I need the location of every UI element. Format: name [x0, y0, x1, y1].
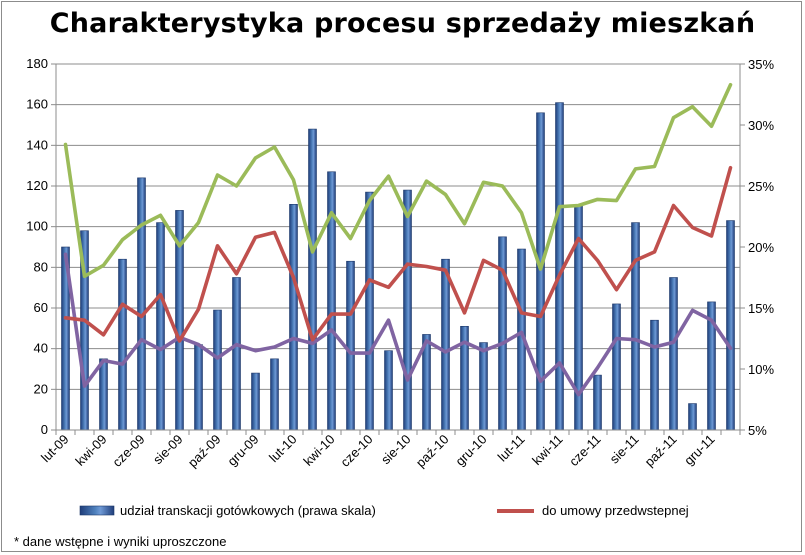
- bar: [194, 344, 203, 431]
- bar: [669, 277, 678, 431]
- x-axis-tick-label: gru-10: [452, 432, 489, 469]
- left-axis-tick-label: 160: [26, 97, 48, 112]
- bar: [441, 258, 450, 431]
- left-axis-tick-label: 140: [26, 137, 48, 152]
- bar: [403, 189, 412, 431]
- right-axis-tick-label: 5%: [748, 423, 767, 438]
- x-axis-tick-label: cze-11: [566, 432, 604, 470]
- right-axis-tick-label: 15%: [748, 301, 774, 316]
- line-series-red: [63, 165, 733, 343]
- footnote: * dane wstępne i wyniki uproszczone: [14, 534, 227, 549]
- legend-label-bar: udział transkacji gotówkowych (prawa ska…: [120, 503, 376, 518]
- bar: [346, 260, 355, 431]
- x-axis-tick-label: sie-11: [607, 432, 642, 467]
- left-axis-tick-label: 60: [34, 300, 48, 315]
- x-axis-tick-label: kwi-10: [300, 432, 337, 469]
- x-axis-tick-label: lut-10: [266, 432, 300, 466]
- bar: [137, 177, 146, 431]
- bar: [156, 222, 165, 431]
- bar: [479, 342, 488, 431]
- right-axis-tick-label: 25%: [748, 179, 774, 194]
- left-axis-tick-label: 120: [26, 178, 48, 193]
- right-axis-tick-label: 20%: [748, 240, 774, 255]
- left-axis-tick-label: 100: [26, 219, 48, 234]
- bar: [688, 403, 697, 431]
- bar: [726, 220, 735, 431]
- bar: [308, 128, 317, 431]
- bar: [270, 358, 279, 431]
- x-axis-tick-label: paź-10: [413, 432, 452, 471]
- line-series-purple: [63, 252, 733, 397]
- line-series-green: [63, 82, 733, 279]
- right-axis-tick-label: 30%: [748, 118, 774, 133]
- x-axis-tick-label: sie-09: [150, 432, 186, 468]
- bar: [232, 277, 241, 431]
- bar: [118, 258, 127, 431]
- x-axis-tick-label: sie-10: [378, 432, 414, 468]
- x-axis-tick-label: gru-09: [224, 432, 261, 469]
- bar: [593, 374, 602, 431]
- left-axis-tick-label: 0: [41, 422, 48, 437]
- bar: [99, 358, 108, 431]
- x-axis-tick-label: lut-11: [495, 432, 528, 465]
- x-axis-tick-label: gru-11: [681, 432, 718, 469]
- x-axis-tick-label: kwi-11: [529, 432, 565, 468]
- bar: [213, 309, 222, 431]
- bar: [289, 204, 298, 431]
- bar: [631, 222, 640, 431]
- left-axis-tick-label: 20: [34, 381, 48, 396]
- bar: [365, 191, 374, 431]
- right-axis-tick-label: 10%: [748, 362, 774, 377]
- legend-swatch-bar: [79, 505, 115, 516]
- x-axis-tick-label: kwi-09: [72, 432, 109, 469]
- bar: [498, 236, 507, 431]
- legend-label-line-red: do umowy przedwstepnej: [542, 503, 689, 518]
- chart-title: Charakterystyka procesu sprzedaży mieszk…: [49, 8, 756, 39]
- left-axis-tick-label: 80: [34, 259, 48, 274]
- bar: [612, 303, 621, 431]
- bar: [384, 350, 393, 431]
- x-axis-tick-label: paź-11: [642, 432, 680, 470]
- right-axis-tick-label: 35%: [748, 57, 774, 72]
- bar: [650, 319, 659, 431]
- x-axis-tick-label: cze-10: [337, 432, 375, 470]
- x-axis-tick-label: cze-09: [109, 432, 147, 470]
- left-axis-tick-label: 180: [26, 56, 48, 71]
- bar: [327, 171, 336, 431]
- bar: [251, 372, 260, 431]
- x-axis-tick-label: paź-09: [185, 432, 224, 471]
- left-axis-tick-label: 40: [34, 341, 48, 356]
